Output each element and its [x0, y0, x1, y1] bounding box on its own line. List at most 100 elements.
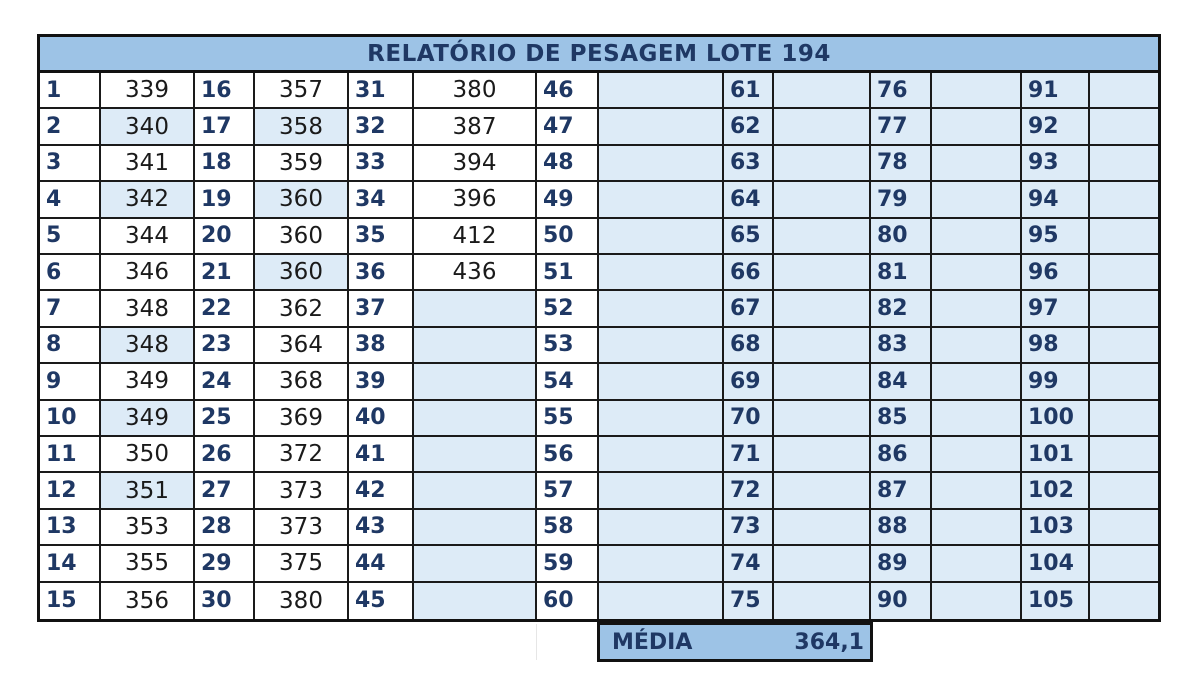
- animal-number: 19: [195, 182, 255, 219]
- animal-number: 44: [349, 546, 414, 583]
- weight-cell: [774, 182, 871, 219]
- weight-cell: 357: [255, 73, 349, 110]
- animal-number: 31: [349, 73, 414, 110]
- weights-table: 1 339 16 357 31 380 46 61 76 91 2 340 17 358 32 387 47 62…: [40, 73, 1158, 619]
- weight-cell: [774, 145, 871, 183]
- animal-number: 103: [1022, 509, 1090, 547]
- animal-number: 1: [40, 73, 101, 110]
- animal-number: 23: [195, 327, 255, 365]
- animal-number: 35: [349, 218, 414, 255]
- weight-cell: [599, 473, 724, 510]
- animal-number: 37: [349, 291, 414, 328]
- animal-number: 98: [1022, 327, 1090, 365]
- weight-cell: 346: [101, 255, 195, 292]
- weight-cell: [599, 437, 724, 474]
- animal-number: 65: [724, 218, 774, 255]
- weight-cell: [414, 291, 537, 328]
- weight-cell: [932, 400, 1022, 437]
- weight-cell: [932, 109, 1022, 146]
- animal-number: 91: [1022, 73, 1090, 110]
- weight-cell: 375: [255, 546, 349, 583]
- animal-number: 90: [871, 582, 932, 619]
- animal-number: 71: [724, 437, 774, 474]
- weight-cell: [599, 73, 724, 110]
- weight-cell: [932, 582, 1022, 619]
- animal-number: 2: [40, 109, 101, 146]
- animal-number: 80: [871, 218, 932, 255]
- animal-number: 86: [871, 437, 932, 474]
- animal-number: 63: [724, 145, 774, 183]
- animal-number: 26: [195, 437, 255, 474]
- table-row: 13 353 28 373 43 58 73 88 103: [40, 509, 1158, 547]
- weight-cell: 372: [255, 437, 349, 474]
- weight-cell: [774, 291, 871, 328]
- animal-number: 94: [1022, 182, 1090, 219]
- table-row: 3 341 18 359 33 394 48 63 78 93: [40, 145, 1158, 183]
- weight-cell: 369: [255, 400, 349, 437]
- animal-number: 47: [537, 109, 599, 146]
- weight-cell: [599, 364, 724, 401]
- animal-number: 40: [349, 400, 414, 437]
- weight-cell: [774, 255, 871, 292]
- animal-number: 104: [1022, 546, 1090, 583]
- weight-cell: [932, 218, 1022, 255]
- animal-number: 70: [724, 400, 774, 437]
- weight-cell: 360: [255, 218, 349, 255]
- animal-number: 96: [1022, 255, 1090, 292]
- animal-number: 25: [195, 400, 255, 437]
- table-row: 4 342 19 360 34 396 49 64 79 94: [40, 182, 1158, 219]
- animal-number: 49: [537, 182, 599, 219]
- animal-number: 14: [40, 546, 101, 583]
- weight-cell: [1090, 145, 1158, 183]
- weight-cell: 387: [414, 109, 537, 146]
- animal-number: 92: [1022, 109, 1090, 146]
- weight-cell: [414, 582, 537, 619]
- weight-cell: [774, 437, 871, 474]
- animal-number: 93: [1022, 145, 1090, 183]
- animal-number: 56: [537, 437, 599, 474]
- weight-cell: [932, 546, 1022, 583]
- weight-cell: 394: [414, 145, 537, 183]
- animal-number: 95: [1022, 218, 1090, 255]
- animal-number: 38: [349, 327, 414, 365]
- animal-number: 52: [537, 291, 599, 328]
- weight-cell: [1090, 546, 1158, 583]
- animal-number: 84: [871, 364, 932, 401]
- table-row: 9 349 24 368 39 54 69 84 99: [40, 364, 1158, 401]
- weight-cell: 380: [255, 582, 349, 619]
- weight-cell: [774, 109, 871, 146]
- weight-cell: [599, 218, 724, 255]
- weight-cell: [774, 218, 871, 255]
- animal-number: 54: [537, 364, 599, 401]
- animal-number: 12: [40, 473, 101, 510]
- weight-cell: [932, 73, 1022, 110]
- weight-cell: [1090, 327, 1158, 365]
- weight-cell: [932, 364, 1022, 401]
- weight-cell: [599, 582, 724, 619]
- animal-number: 83: [871, 327, 932, 365]
- animal-number: 78: [871, 145, 932, 183]
- animal-number: 18: [195, 145, 255, 183]
- table-row: 6 346 21 360 36 436 51 66 81 96: [40, 255, 1158, 292]
- animal-number: 66: [724, 255, 774, 292]
- animal-number: 101: [1022, 437, 1090, 474]
- animal-number: 76: [871, 73, 932, 110]
- weight-cell: 349: [101, 400, 195, 437]
- animal-number: 57: [537, 473, 599, 510]
- weight-cell: [932, 255, 1022, 292]
- weight-cell: [1090, 73, 1158, 110]
- cell-gridline: [536, 624, 537, 660]
- animal-number: 75: [724, 582, 774, 619]
- animal-number: 79: [871, 182, 932, 219]
- animal-number: 68: [724, 327, 774, 365]
- animal-number: 7: [40, 291, 101, 328]
- animal-number: 4: [40, 182, 101, 219]
- weight-cell: [414, 509, 537, 547]
- animal-number: 100: [1022, 400, 1090, 437]
- weight-cell: 348: [101, 327, 195, 365]
- weight-cell: [932, 327, 1022, 365]
- weight-cell: [774, 509, 871, 547]
- animal-number: 15: [40, 582, 101, 619]
- animal-number: 88: [871, 509, 932, 547]
- animal-number: 82: [871, 291, 932, 328]
